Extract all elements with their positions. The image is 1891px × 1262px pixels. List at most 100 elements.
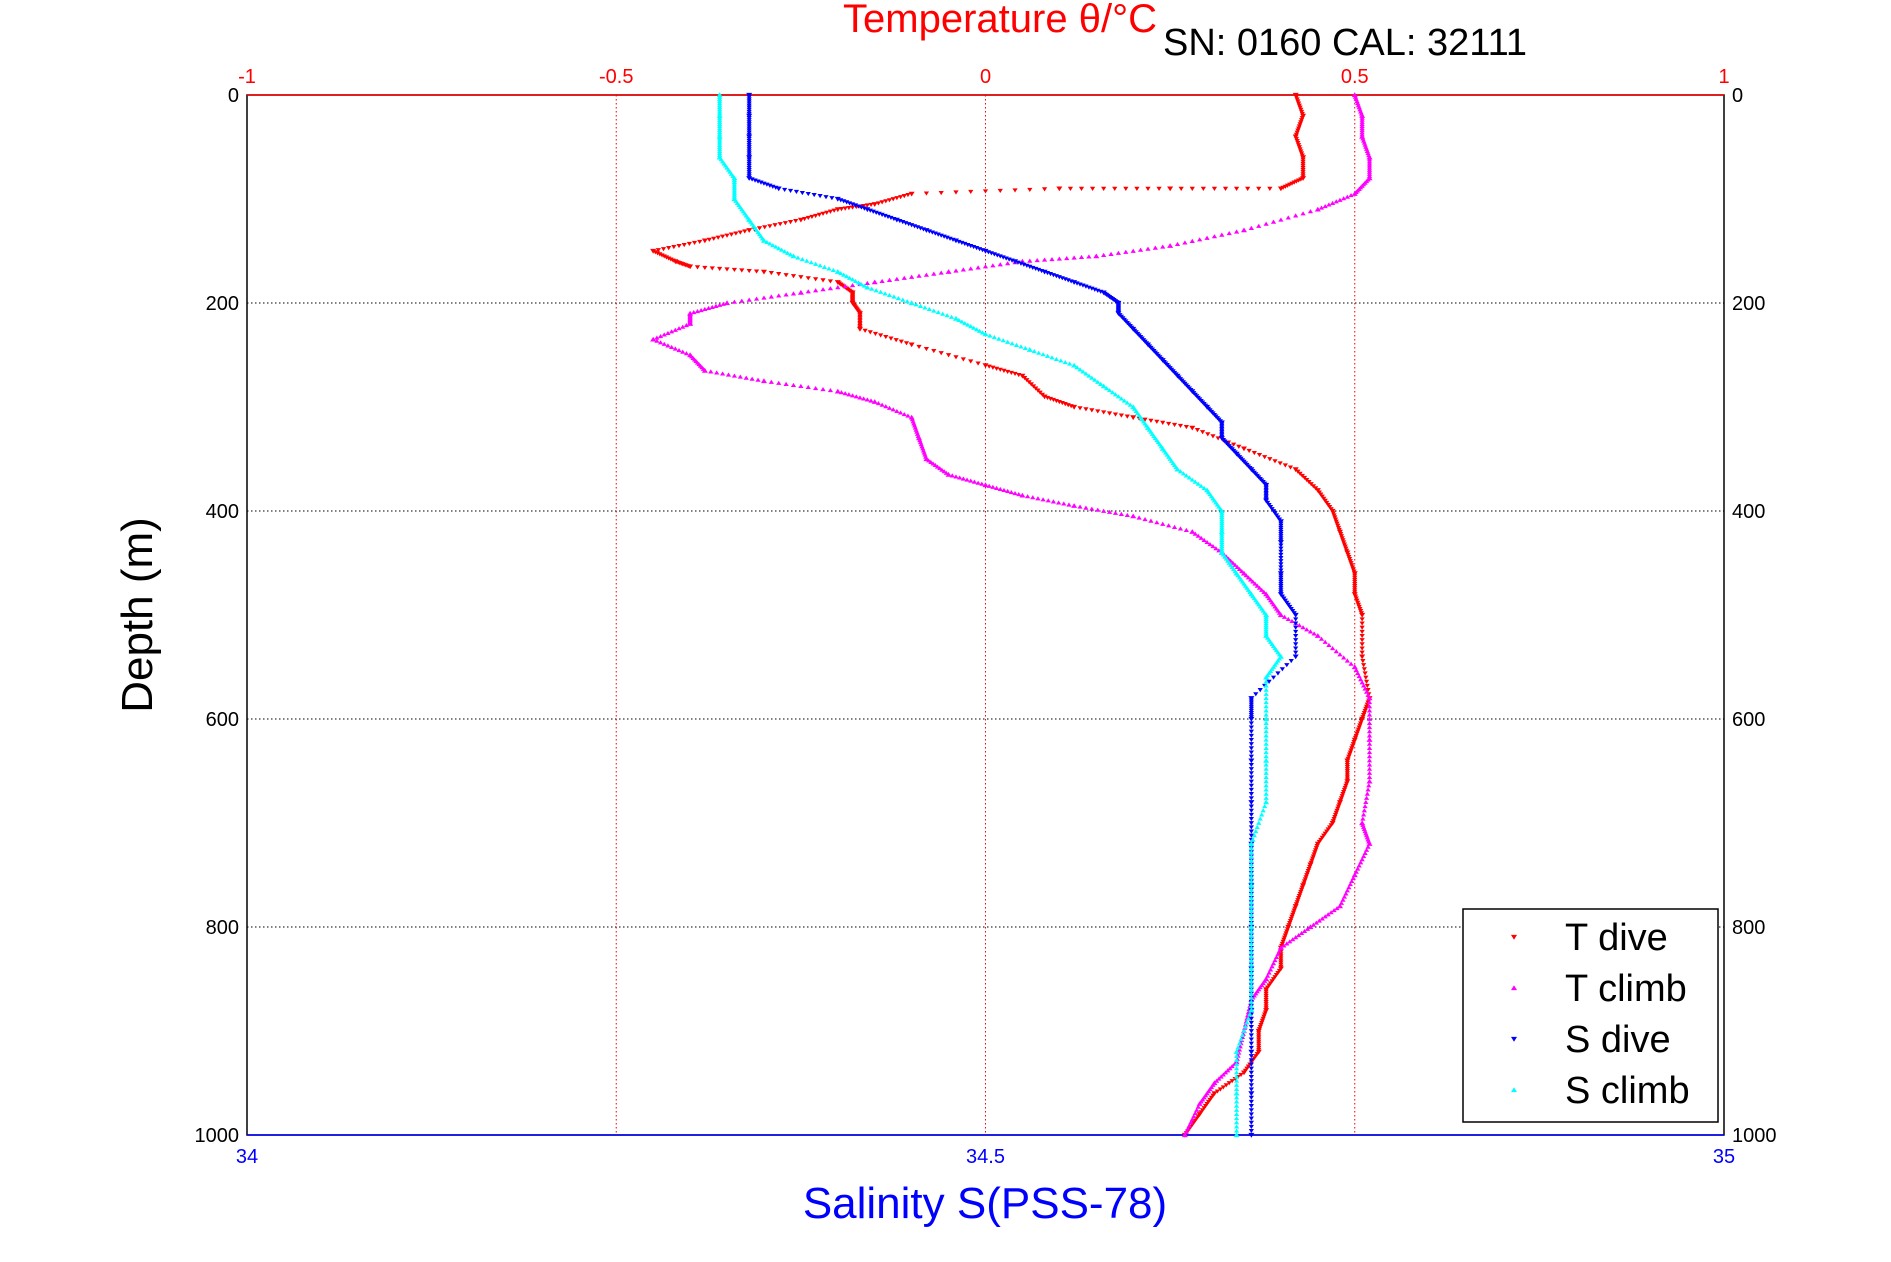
data-point: [964, 477, 970, 482]
data-point: [1160, 244, 1166, 249]
data-point: [1012, 490, 1018, 496]
data-point: [691, 310, 697, 315]
data-point: [982, 482, 989, 488]
data-point: [1192, 479, 1198, 484]
data-point: [1250, 837, 1256, 842]
data-point: [1248, 957, 1254, 963]
data-point: [1044, 353, 1051, 358]
data-point: [988, 251, 995, 256]
data-point: [1256, 585, 1263, 590]
data-point: [798, 275, 804, 280]
data-point: [725, 372, 732, 377]
data-point: [1174, 241, 1181, 247]
data-point: [1248, 577, 1254, 582]
data-point: [949, 473, 955, 478]
data-point: [1219, 531, 1225, 536]
data-point: [1263, 733, 1269, 738]
data-point: [1366, 778, 1373, 784]
data-point: [1313, 920, 1319, 925]
data-point: [1256, 1045, 1262, 1050]
data-point: [993, 485, 1000, 490]
data-point: [1189, 477, 1195, 482]
data-point: [982, 331, 989, 337]
data-point: [1287, 465, 1294, 470]
data-point: [1253, 692, 1259, 697]
data-point: [1219, 523, 1225, 528]
data-point: [834, 269, 841, 274]
data-point: [976, 328, 983, 333]
data-point: [1041, 394, 1048, 400]
data-point: [1134, 186, 1140, 191]
data-point: [1180, 471, 1187, 476]
data-point: [897, 410, 904, 415]
data-point: [1018, 344, 1024, 349]
data-point: [799, 256, 805, 262]
data-point: [908, 342, 915, 348]
data-point: [1245, 1016, 1252, 1021]
data-point: [1293, 642, 1299, 647]
data-point: [691, 240, 698, 246]
data-point: [1366, 729, 1373, 734]
data-point: [1195, 481, 1201, 486]
data-point: [1240, 446, 1247, 452]
data-point: [755, 377, 761, 382]
data-point: [886, 405, 893, 410]
data-point: [1009, 341, 1015, 346]
data-point: [1278, 568, 1284, 573]
data-point: [1293, 621, 1299, 626]
series-s-dive: [746, 92, 1299, 1138]
data-point: [686, 241, 692, 247]
data-point: [1233, 1061, 1240, 1067]
legend-label: S climb: [1565, 1070, 1690, 1112]
data-point: [1218, 1074, 1224, 1079]
data-point: [1100, 383, 1107, 389]
data-point: [1233, 1086, 1240, 1092]
data-point: [1366, 745, 1373, 750]
data-point: [1261, 589, 1267, 594]
x-axis-label-bottom: Salinity S(PSS-78): [803, 1179, 1167, 1228]
data-point: [756, 226, 763, 231]
data-point: [1361, 808, 1367, 813]
data-point: [1248, 987, 1254, 992]
data-point: [1366, 770, 1373, 775]
data-point: [1222, 1070, 1229, 1075]
data-point: [1233, 1124, 1240, 1129]
data-point: [888, 336, 894, 341]
data-point: [1248, 845, 1254, 850]
data-point: [1359, 113, 1366, 118]
data-point: [852, 203, 859, 208]
data-point: [1348, 661, 1354, 666]
data-point: [1207, 541, 1213, 547]
data-point: [1188, 1120, 1194, 1125]
data-point: [1256, 186, 1262, 191]
data-point: [1233, 1107, 1240, 1112]
data-point: [1248, 1129, 1254, 1134]
data-point: [1278, 565, 1284, 570]
data-point: [1281, 943, 1287, 948]
data-point: [1363, 689, 1370, 694]
data-point: [1229, 1079, 1235, 1084]
data-point: [1219, 512, 1225, 517]
data-point: [894, 276, 900, 281]
data-point: [1194, 1107, 1200, 1112]
data-point: [714, 370, 720, 375]
data-point: [846, 206, 852, 211]
data-point: [986, 483, 992, 488]
data-point: [1016, 492, 1022, 497]
data-point: [1192, 531, 1198, 536]
data-point: [1263, 708, 1269, 713]
data-point: [926, 306, 932, 312]
data-point: [1118, 511, 1124, 516]
data-point: [908, 191, 915, 197]
data-point: [790, 382, 797, 387]
data-point: [1282, 184, 1288, 189]
data-point: [1278, 562, 1284, 567]
data-point: [1247, 1012, 1253, 1017]
data-point: [1248, 928, 1254, 933]
bottom-tick-label: 34.5: [966, 1146, 1005, 1168]
data-point: [841, 199, 847, 204]
data-point: [1218, 508, 1225, 514]
data-point: [790, 274, 797, 279]
data-point: [1263, 787, 1269, 792]
data-point: [1178, 186, 1184, 191]
